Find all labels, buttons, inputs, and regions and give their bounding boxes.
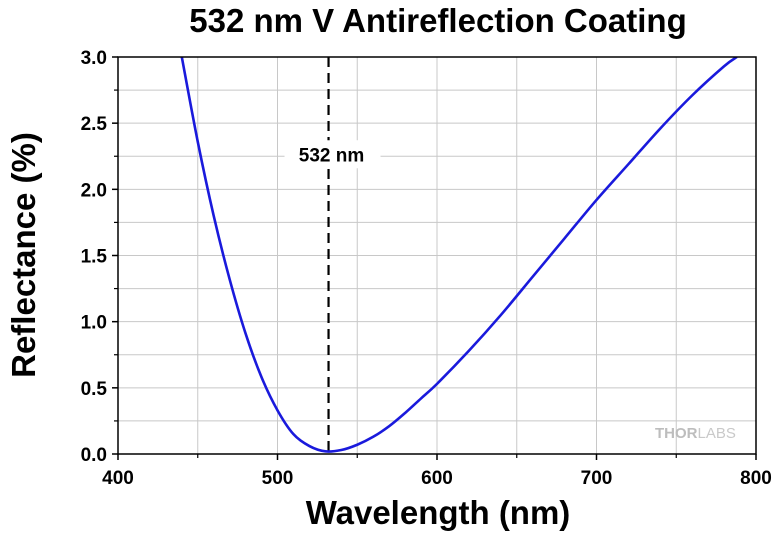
y-tick-label: 1.0 — [81, 313, 107, 334]
x-axis-label: Wavelength (nm) — [305, 494, 571, 531]
tick-labels: 400 500 600 700 800 0.0 0.5 1.0 1.5 2.0 2.5 3.0 — [81, 48, 772, 489]
reflectance-curve — [180, 57, 738, 453]
x-tick-label: 600 — [421, 468, 453, 489]
y-tick-label: 3.0 — [81, 48, 107, 69]
y-tick-label: 2.0 — [81, 180, 107, 201]
series-layer — [180, 57, 738, 453]
wavelength-marker-label: 532 nm — [299, 145, 364, 166]
y-tick-label: 0.0 — [81, 445, 107, 466]
watermark-part1: THOR — [655, 425, 698, 442]
major-ticks — [112, 56, 757, 460]
grid-lines — [118, 57, 756, 454]
x-tick-label: 400 — [102, 468, 134, 489]
annotation-layer: 532 nm — [284, 57, 381, 454]
wavelength-marker-label-bg — [284, 140, 381, 169]
chart-title: 532 nm V Antireflection Coating — [189, 2, 687, 39]
watermark-part2: LABS — [698, 425, 736, 442]
thorlabs-watermark: THORLABS — [655, 425, 736, 442]
x-tick-label: 700 — [581, 468, 613, 489]
x-tick-label: 800 — [740, 468, 772, 489]
y-tick-label: 1.5 — [81, 247, 108, 268]
y-tick-label: 2.5 — [81, 114, 108, 135]
x-tick-label: 500 — [262, 468, 294, 489]
plot-frame — [117, 56, 757, 455]
y-tick-label: 0.5 — [81, 379, 108, 400]
